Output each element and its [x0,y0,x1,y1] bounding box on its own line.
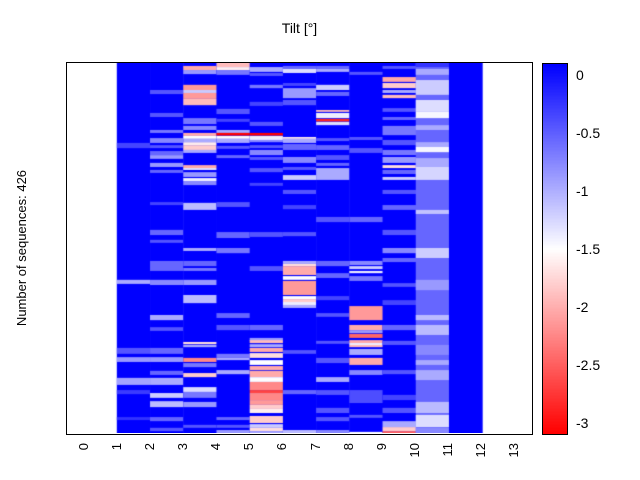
colorbar-tick-label: 0 [576,67,584,83]
colorbar-tick-label: -2 [576,299,589,315]
x-tick-label: 8 [340,443,356,451]
x-tick-label: 6 [274,443,290,451]
colorbar-tick-label: -1 [576,183,589,199]
chart-title: Tilt [°] [281,20,318,36]
colorbar-tick-label: -0.5 [576,125,601,141]
x-tick-label: 1 [108,443,124,451]
heatmap-plot-area [67,63,532,433]
x-tick-label: 0 [75,443,91,451]
x-tick-label: 13 [506,443,522,458]
x-tick-label: 2 [141,443,157,451]
x-tick-label: 10 [407,443,422,458]
x-tick-label: 4 [208,443,224,451]
colorbar-tick-label: -3 [576,415,589,431]
colorbar-tick-label: -2.5 [576,357,601,373]
colorbar-frame [542,63,568,435]
colorbar-gradient [543,64,567,434]
colorbar-tick-label: -1.5 [576,241,601,257]
x-tick-label: 7 [307,443,323,451]
x-tick-label: 11 [440,443,456,457]
x-tick-label: 3 [175,443,190,451]
x-tick-label: 5 [241,443,257,451]
x-tick-label: 9 [373,443,389,451]
x-tick-label: 12 [473,443,489,458]
y-axis-label: Number of sequences: 426 [14,169,29,327]
plot-frame [66,62,533,435]
